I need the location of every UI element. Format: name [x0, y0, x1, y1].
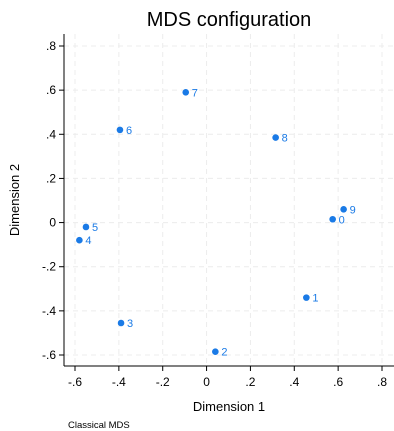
x-tick-label: -.6 [68, 375, 82, 389]
x-tick-label: .2 [245, 375, 255, 389]
data-point-label: 4 [85, 235, 91, 247]
data-point-marker [340, 206, 347, 213]
x-tick-label: -.2 [156, 375, 170, 389]
y-tick-label: -.4 [42, 304, 56, 318]
data-point-label: 8 [282, 133, 288, 145]
data-point-marker [303, 294, 310, 301]
data-point-marker [182, 89, 190, 96]
x-axis-label: Dimension 1 [193, 399, 265, 414]
x-tick-label: .8 [377, 375, 387, 389]
data-point-marker [117, 319, 125, 327]
x-tick-label: .4 [289, 375, 299, 389]
y-tick-label: .6 [46, 83, 56, 97]
x-tick-label: -.4 [112, 375, 126, 389]
data-point-label: 9 [350, 204, 356, 216]
y-tick-label: .2 [46, 171, 56, 185]
data-point-marker [76, 236, 83, 244]
data-point-marker [82, 223, 90, 231]
y-ticks: -.6 -.4 -.2 0 .2 .4 .6 .8 [42, 39, 64, 362]
data-point-label: 7 [192, 87, 198, 99]
x-ticks: -.6 -.4 -.2 0 .2 .4 .6 .8 [68, 366, 387, 389]
x-tick-label: .6 [333, 375, 343, 389]
chart-title: MDS configuration [147, 9, 312, 31]
y-tick-label: 0 [49, 216, 56, 230]
x-tick-label: 0 [203, 375, 210, 389]
y-tick-label: -.6 [42, 348, 56, 362]
data-point-marker [212, 348, 219, 355]
y-tick-label: .8 [46, 39, 56, 53]
y-tick-label: -.2 [42, 260, 56, 274]
y-tick-label: .4 [46, 127, 56, 141]
data-point-label: 3 [127, 318, 133, 330]
data-point-label: 0 [339, 214, 345, 226]
data-point-label: 6 [126, 125, 132, 137]
chart-note: Classical MDS [68, 420, 130, 431]
plot-region [64, 34, 394, 366]
grid [64, 34, 394, 366]
data-point-marker [116, 126, 124, 134]
data-point-label: 1 [312, 293, 318, 305]
data-point-label: 5 [92, 222, 98, 234]
data-points: 0 1 2 3 45 6 7 8 9 [76, 87, 356, 359]
data-point-marker [329, 215, 336, 223]
data-point-marker [272, 134, 279, 141]
data-point-label: 2 [221, 347, 227, 359]
y-axis-label: Dimension 2 [7, 164, 22, 236]
